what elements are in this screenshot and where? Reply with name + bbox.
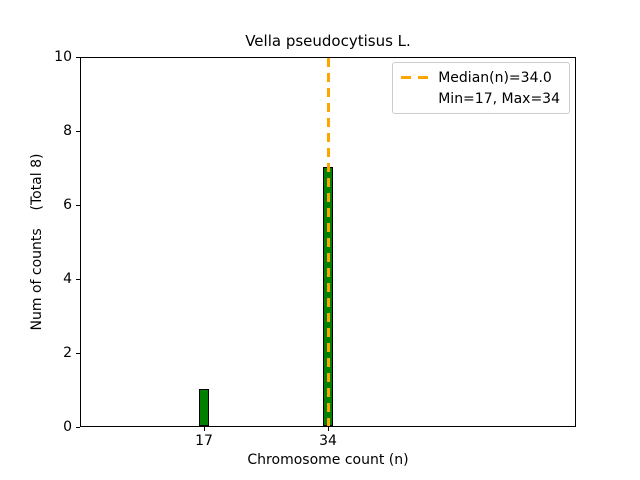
x-tick-34: [327, 427, 329, 431]
median-dashed-line-icon: [401, 76, 429, 79]
chart-title: Vella pseudocytisus L.: [245, 32, 411, 50]
x-tick-label-17: 17: [195, 433, 213, 449]
y-tick-label-8: 8: [63, 123, 72, 139]
legend: Median(n)=34.0 Min=17, Max=34: [392, 62, 570, 114]
dash-segment-icon: [418, 76, 429, 79]
plot-area: Median(n)=34.0 Min=17, Max=34: [80, 57, 576, 427]
dash-segment-icon: [401, 76, 412, 79]
y-tick-label-2: 2: [63, 345, 72, 361]
median-line: [326, 58, 330, 426]
legend-label-median: Median(n)=34.0: [438, 69, 552, 86]
y-tick-label-10: 10: [54, 49, 72, 65]
legend-entry-minmax: Min=17, Max=34: [401, 88, 560, 109]
bar-x17: [199, 389, 209, 426]
x-tick-label-34: 34: [319, 433, 337, 449]
y-axis-label: Num of counts (Total 8): [29, 153, 45, 331]
x-axis-label: Chromosome count (n): [247, 452, 409, 468]
y-tick-label-0: 0: [63, 419, 72, 435]
x-tick-17: [203, 427, 205, 431]
legend-entry-median: Median(n)=34.0: [401, 67, 560, 88]
legend-label-minmax: Min=17, Max=34: [438, 90, 560, 107]
